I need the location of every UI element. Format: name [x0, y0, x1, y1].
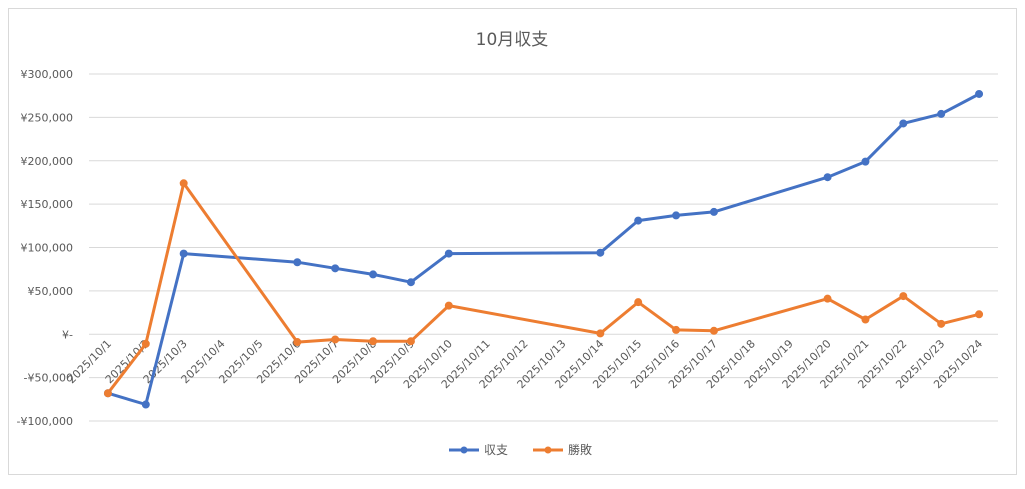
data-point-1 [672, 325, 681, 334]
data-point-0 [406, 278, 415, 287]
x-axis-tick-labels: 2025/10/12025/10/22025/10/32025/10/42025… [65, 337, 985, 391]
data-point-1 [937, 319, 946, 328]
y-tick-label: ¥200,000 [21, 155, 74, 168]
data-point-1 [103, 389, 112, 398]
y-tick-label: ¥250,000 [21, 111, 74, 124]
data-point-0 [369, 270, 378, 279]
data-point-1 [709, 326, 718, 335]
legend-label: 収支 [484, 443, 508, 457]
legend: 収支 勝敗 [449, 442, 592, 457]
data-point-0 [861, 157, 870, 166]
data-point-0 [596, 248, 605, 257]
data-point-0 [634, 216, 643, 225]
y-tick-label: ¥50,000 [28, 285, 74, 298]
y-tick-label: -¥50,000 [24, 372, 73, 385]
data-point-0 [293, 258, 302, 267]
y-axis-tick-labels: ¥300,000 ¥250,000 ¥200,000 ¥150,000 ¥100,000… [17, 68, 73, 428]
data-point-0 [975, 89, 984, 98]
legend-marker-0 [460, 446, 468, 454]
y-tick-label: ¥150,000 [21, 198, 74, 211]
data-point-1 [444, 301, 453, 310]
y-tick-label: -¥100,000 [17, 415, 73, 428]
data-point-0 [331, 264, 340, 273]
data-point-0 [444, 249, 453, 258]
data-point-1 [899, 292, 908, 301]
y-tick-label: ¥100,000 [21, 242, 74, 255]
data-point-1 [293, 338, 302, 347]
data-point-0 [179, 249, 188, 258]
data-point-1 [596, 329, 605, 338]
data-point-1 [861, 315, 870, 324]
data-point-1 [141, 339, 150, 348]
data-point-0 [937, 109, 946, 118]
data-point-1 [823, 294, 832, 303]
data-point-0 [672, 211, 681, 220]
data-point-0 [141, 400, 150, 409]
data-point-1 [331, 335, 340, 344]
data-point-0 [709, 207, 718, 216]
gridlines [89, 73, 998, 422]
series-markers [103, 89, 984, 409]
y-tick-label: ¥- [62, 328, 73, 341]
data-point-1 [369, 337, 378, 346]
data-point-1 [634, 298, 643, 307]
data-point-0 [823, 173, 832, 182]
legend-marker-1 [544, 446, 552, 454]
data-point-0 [899, 119, 908, 128]
legend-label: 勝敗 [568, 442, 592, 457]
data-point-1 [975, 310, 984, 319]
chart-frame [8, 8, 1017, 475]
data-point-1 [406, 337, 415, 346]
chart-title: 10月収支 [476, 30, 549, 50]
y-tick-label: ¥300,000 [21, 68, 74, 81]
data-point-1 [179, 179, 188, 188]
